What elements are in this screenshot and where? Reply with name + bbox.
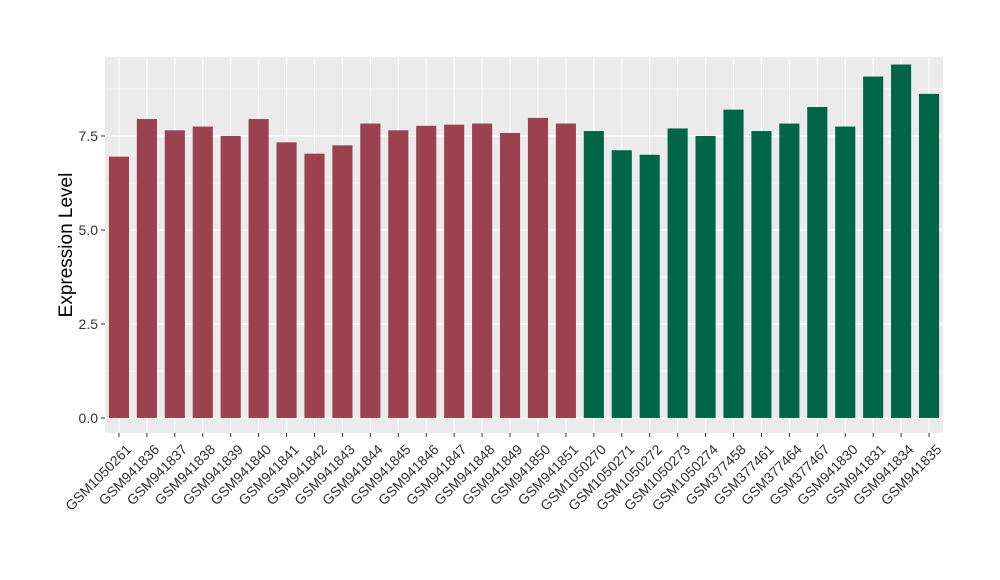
y-axis-title: Expression Level [56, 173, 77, 318]
bar-GSM941846 [416, 125, 437, 418]
bar-GSM941847 [444, 124, 465, 418]
bar-GSM941851 [555, 123, 576, 418]
bar-GSM941837 [164, 130, 185, 418]
bar-GSM941843 [332, 145, 353, 418]
bar-GSM941844 [360, 123, 381, 418]
bar-GSM941848 [472, 123, 493, 418]
bar-GSM377461 [751, 131, 772, 418]
bar-GSM941830 [835, 126, 856, 418]
bar-GSM941845 [388, 130, 409, 418]
bar-GSM941836 [136, 119, 157, 418]
plot-panel [105, 57, 943, 433]
bar-GSM1050261 [108, 156, 130, 418]
bar-GSM941838 [192, 126, 213, 418]
bar-GSM1050270 [583, 131, 604, 418]
y-axis: 0.0 2.5 5.0 7.5 [79, 128, 105, 426]
y-tick-label: 7.5 [79, 128, 99, 144]
bar-GSM941841 [276, 142, 297, 418]
x-axis: GSM1050261GSM941836GSM941837GSM941838GSM… [62, 433, 945, 514]
bar-GSM1050271 [611, 150, 632, 418]
bar-GSM377458 [723, 109, 744, 418]
bar-GSM941840 [248, 119, 269, 418]
bar-GSM941831 [863, 76, 884, 418]
bar-GSM941842 [304, 153, 325, 418]
bar-GSM941834 [891, 64, 912, 418]
bar-GSM377467 [807, 107, 828, 418]
y-tick-label: 5.0 [79, 222, 99, 238]
bar-GSM941835 [918, 93, 940, 418]
bar-GSM1050274 [695, 135, 716, 418]
y-tick-label: 2.5 [79, 316, 99, 332]
bar-GSM1050273 [667, 128, 688, 418]
bar-GSM941849 [499, 132, 521, 418]
bars [108, 64, 940, 418]
bar-GSM1050272 [639, 154, 660, 418]
y-tick-label: 0.0 [79, 410, 99, 426]
bar-GSM377464 [779, 123, 800, 418]
bar-GSM941850 [527, 117, 549, 418]
bar-GSM941839 [220, 135, 241, 418]
